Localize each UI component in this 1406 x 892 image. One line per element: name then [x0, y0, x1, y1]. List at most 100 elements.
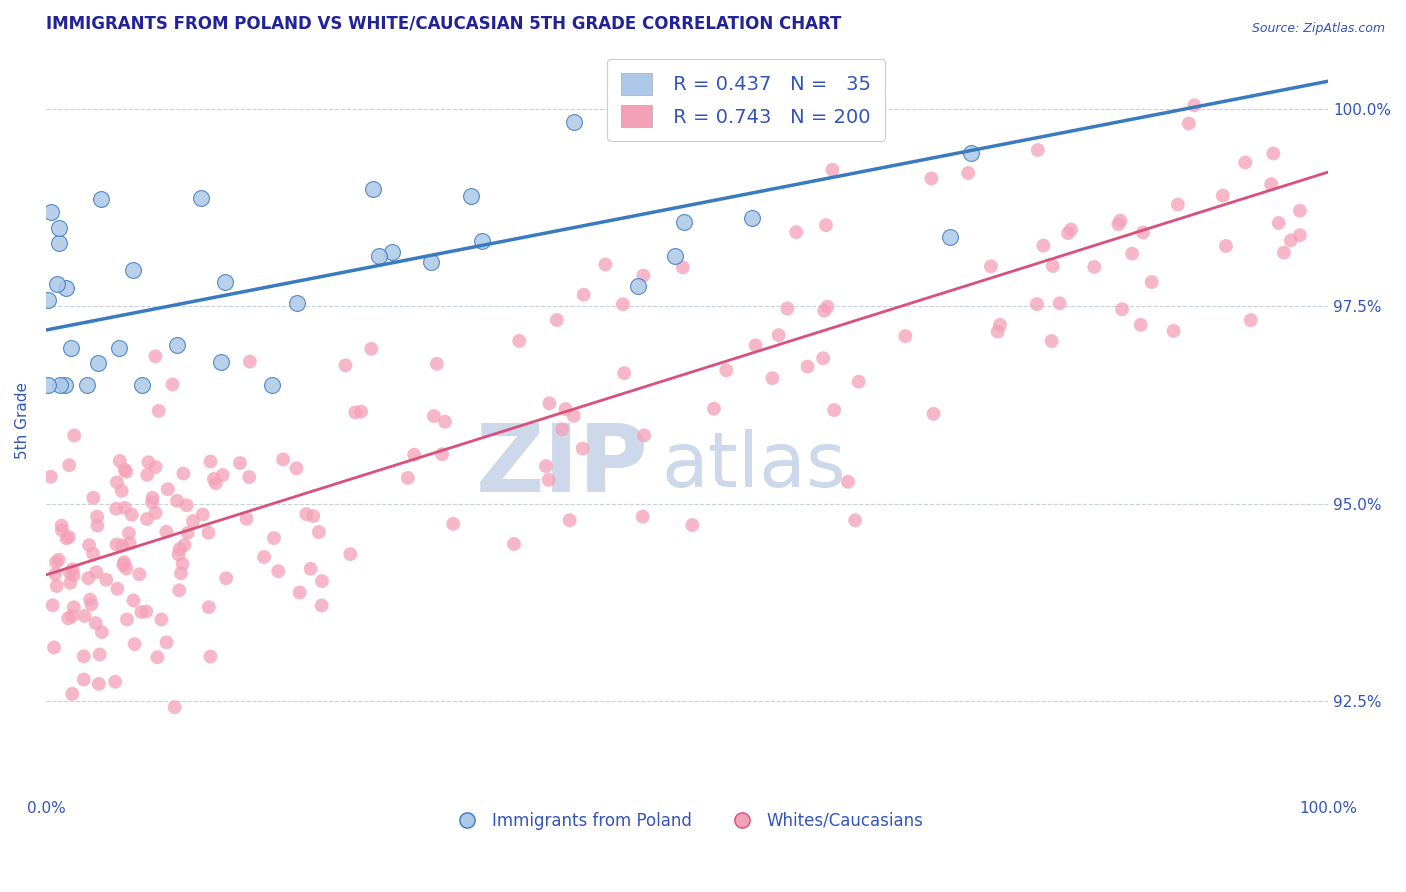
Point	[37, 378, 59, 392]
Point	[1289, 228, 1312, 243]
Point	[633, 428, 655, 442]
Point	[62, 568, 84, 582]
Point	[82, 547, 104, 561]
Point	[58, 530, 80, 544]
Point	[73, 673, 96, 687]
Point	[1109, 213, 1132, 227]
Point	[172, 467, 194, 481]
Point	[672, 215, 695, 229]
Point	[311, 599, 333, 613]
Point	[1240, 313, 1263, 327]
Point	[96, 573, 118, 587]
Point	[350, 404, 373, 418]
Point	[181, 514, 204, 528]
Point	[197, 525, 219, 540]
Point	[118, 526, 141, 541]
Point	[86, 356, 108, 370]
Point	[1267, 216, 1289, 230]
Point	[768, 328, 790, 343]
Point	[633, 268, 655, 283]
Point	[848, 375, 870, 389]
Point	[89, 648, 111, 662]
Point	[131, 378, 153, 392]
Point	[664, 249, 686, 263]
Point	[339, 547, 361, 561]
Point	[79, 592, 101, 607]
Point	[419, 254, 441, 268]
Point	[166, 493, 188, 508]
Point	[1107, 217, 1129, 231]
Point	[156, 482, 179, 496]
Point	[37, 293, 59, 307]
Point	[534, 459, 557, 474]
Point	[173, 538, 195, 552]
Point	[987, 325, 1010, 339]
Point	[60, 687, 83, 701]
Point	[368, 250, 391, 264]
Point	[122, 263, 145, 277]
Point	[1032, 238, 1054, 252]
Point	[508, 334, 530, 348]
Point	[631, 509, 654, 524]
Point	[423, 409, 446, 423]
Point	[1057, 226, 1080, 240]
Point	[73, 649, 96, 664]
Point	[546, 313, 568, 327]
Point	[177, 525, 200, 540]
Point	[551, 422, 574, 436]
Point	[1040, 334, 1063, 348]
Point	[58, 611, 80, 625]
Point	[90, 192, 112, 206]
Point	[118, 536, 141, 550]
Point	[295, 507, 318, 521]
Point	[51, 518, 73, 533]
Point	[1026, 143, 1049, 157]
Point	[176, 498, 198, 512]
Point	[41, 599, 63, 613]
Point	[1132, 226, 1154, 240]
Point	[271, 452, 294, 467]
Point	[267, 564, 290, 578]
Point	[172, 557, 194, 571]
Point	[122, 593, 145, 607]
Point	[595, 258, 617, 272]
Point	[538, 396, 561, 410]
Point	[1140, 275, 1163, 289]
Point	[53, 378, 76, 392]
Point	[1260, 178, 1282, 192]
Point	[214, 275, 236, 289]
Point	[104, 674, 127, 689]
Point	[1042, 259, 1064, 273]
Point	[562, 409, 585, 423]
Point	[62, 562, 84, 576]
Point	[299, 562, 322, 576]
Point	[1121, 246, 1143, 260]
Point	[741, 211, 763, 225]
Point	[105, 582, 128, 596]
Point	[191, 508, 214, 522]
Point	[821, 162, 844, 177]
Point	[48, 553, 70, 567]
Point	[285, 296, 308, 310]
Point	[111, 483, 134, 498]
Point	[441, 516, 464, 531]
Point	[114, 463, 136, 477]
Point	[62, 600, 84, 615]
Point	[503, 537, 526, 551]
Point	[170, 566, 193, 581]
Point	[817, 300, 839, 314]
Point	[716, 363, 738, 377]
Point	[554, 402, 576, 417]
Point	[239, 354, 262, 368]
Point	[77, 571, 100, 585]
Point	[76, 378, 98, 392]
Point	[1182, 98, 1205, 112]
Point	[537, 473, 560, 487]
Point	[335, 359, 357, 373]
Point	[200, 649, 222, 664]
Point	[80, 598, 103, 612]
Point	[155, 524, 177, 539]
Point	[108, 341, 131, 355]
Point	[90, 625, 112, 640]
Point	[894, 329, 917, 343]
